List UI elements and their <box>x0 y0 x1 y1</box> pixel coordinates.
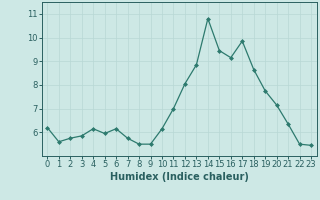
X-axis label: Humidex (Indice chaleur): Humidex (Indice chaleur) <box>110 172 249 182</box>
